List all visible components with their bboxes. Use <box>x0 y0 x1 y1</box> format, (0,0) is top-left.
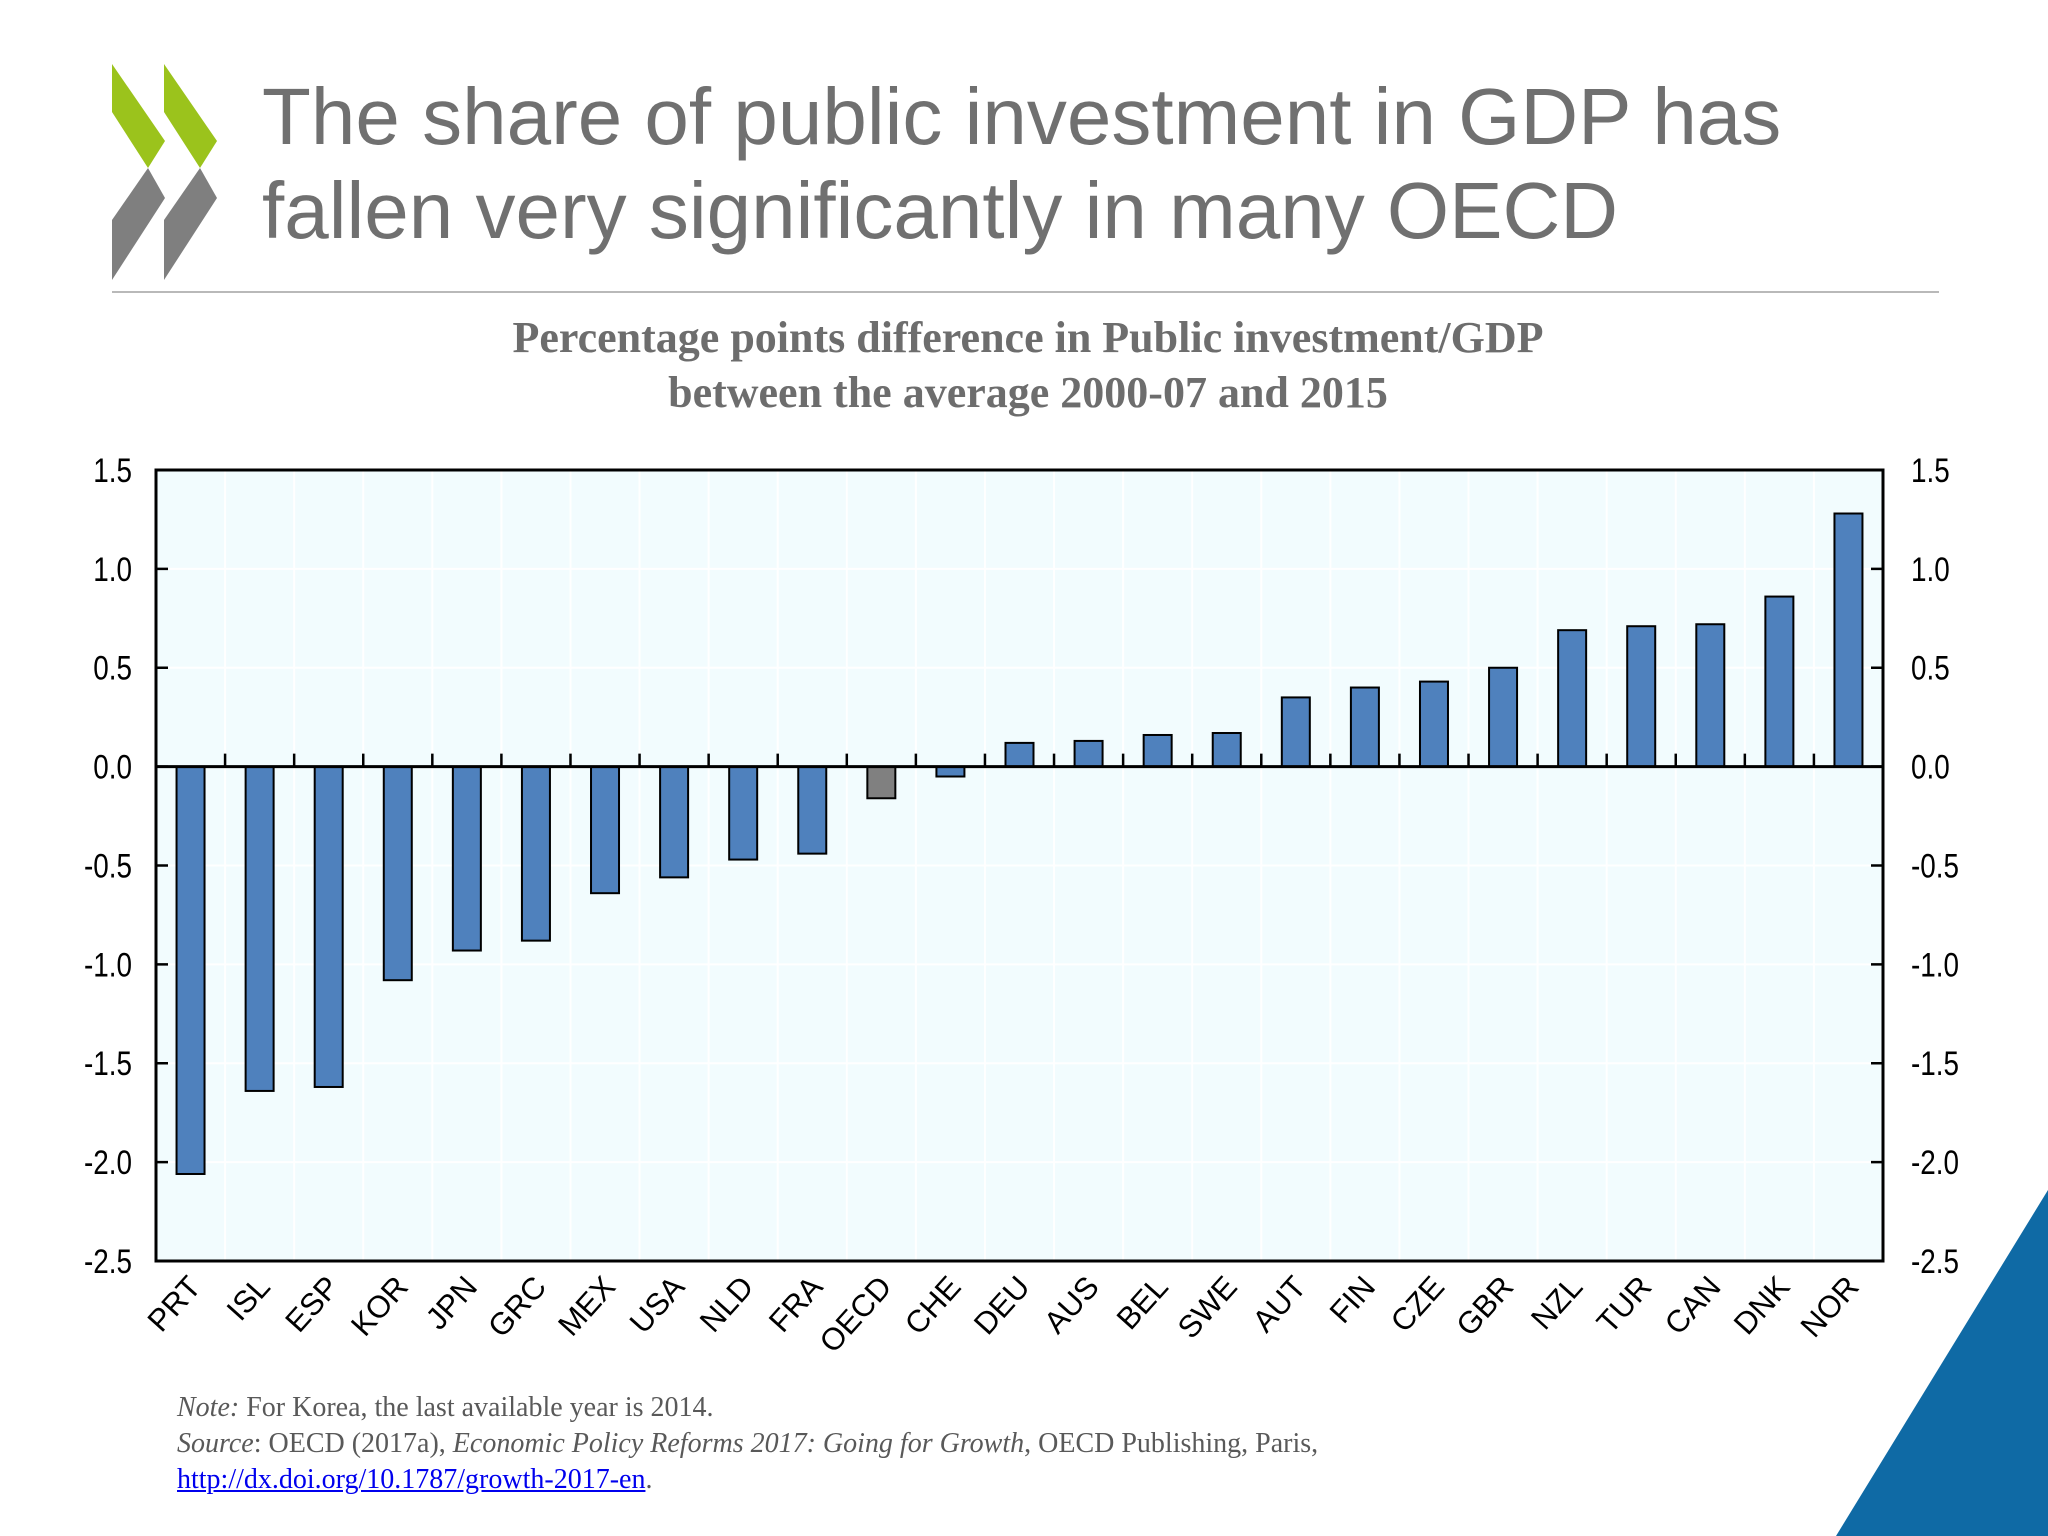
y-tick-label-left: 1.0 <box>93 550 132 588</box>
link-line: http://dx.doi.org/10.1787/growth-2017-en… <box>177 1462 1877 1498</box>
slide-title: The share of public investment in GDP ha… <box>262 70 1962 258</box>
category-label-aut: AUT <box>1246 1269 1314 1339</box>
bar-cze <box>1418 680 1449 768</box>
bar-fin <box>1349 686 1380 768</box>
category-label-che: CHE <box>898 1269 968 1341</box>
source-pre: : OECD (2017a), <box>253 1428 453 1459</box>
slide-title-line-2: fallen very significantly in many OECD <box>262 166 1619 255</box>
category-label-nzl: NZL <box>1524 1269 1589 1336</box>
y-tick-label-right: -2.0 <box>1911 1144 1959 1182</box>
bar-dnk <box>1764 595 1795 768</box>
y-tick-label-right: -2.5 <box>1911 1242 1959 1280</box>
source-label: Source <box>177 1428 254 1459</box>
category-label-can: CAN <box>1658 1269 1728 1341</box>
bar-tur <box>1626 625 1657 768</box>
category-label-deu: DEU <box>967 1269 1037 1341</box>
title-divider <box>112 291 1939 293</box>
y-tick-label-right: 1.0 <box>1911 550 1950 588</box>
bar-deu <box>1004 741 1035 768</box>
bar-esp <box>313 765 344 1088</box>
bar-nzl <box>1557 629 1588 768</box>
category-label-usa: USA <box>623 1269 692 1340</box>
category-label-swe: SWE <box>1171 1269 1244 1345</box>
y-tick-label-left: -1.0 <box>84 946 132 984</box>
note-text: For Korea, the last available year is 20… <box>239 1392 714 1423</box>
bar-usa <box>659 765 690 879</box>
bar-isl <box>244 765 275 1092</box>
bar-chart: 1.5 1.5 1.0 1.0 0.5 0.5 0.0 0.0 -0.5 -0.5 -1.0 -1.0… <box>84 451 1959 1359</box>
bar-kor <box>382 765 413 982</box>
category-label-isl: ISL <box>220 1269 277 1327</box>
y-tick-label-right: 0.5 <box>1911 649 1950 687</box>
bar-jpn <box>451 765 482 952</box>
y-tick-label-right: 0.0 <box>1911 748 1950 786</box>
note-line: Note: For Korea, the last available year… <box>177 1390 1877 1426</box>
chart-title-line-1: Percentage points difference in Public i… <box>512 313 1544 362</box>
slide-title-line-1: The share of public investment in GDP ha… <box>262 72 1782 161</box>
bar-fra <box>797 765 828 855</box>
bar-prt <box>175 765 206 1175</box>
y-tick-label-right: -1.0 <box>1911 946 1959 984</box>
category-label-fin: FIN <box>1323 1269 1382 1330</box>
category-label-nor: NOR <box>1794 1269 1866 1344</box>
y-tick-label-left: -2.0 <box>84 1144 132 1182</box>
y-tick-label-left: 0.5 <box>93 649 132 687</box>
y-tick-label-right: -0.5 <box>1911 847 1959 885</box>
y-tick-label-left: -1.5 <box>84 1045 132 1083</box>
bar-mex <box>590 765 621 895</box>
category-label-kor: KOR <box>344 1269 415 1342</box>
category-label-esp: ESP <box>278 1269 346 1339</box>
bar-grc <box>520 765 551 942</box>
bar-nor <box>1833 512 1864 768</box>
bar-can <box>1695 623 1726 768</box>
category-label-prt: PRT <box>141 1269 208 1338</box>
y-tick-label-right: 1.5 <box>1911 451 1950 489</box>
category-label-gbr: GBR <box>1449 1269 1520 1342</box>
oecd-logo <box>112 64 217 280</box>
bar-nld <box>728 765 759 861</box>
category-label-nld: NLD <box>693 1269 761 1339</box>
category-label-cze: CZE <box>1384 1269 1451 1338</box>
category-label-mex: MEX <box>551 1269 622 1343</box>
y-tick-label-left: -0.5 <box>84 847 132 885</box>
oecd-chevrons-icon <box>112 64 217 280</box>
note-label: Note: <box>177 1392 240 1423</box>
source-line: Source: OECD (2017a), Economic Policy Re… <box>177 1426 1877 1462</box>
y-tick-label-left: -2.5 <box>84 1242 132 1280</box>
bar-aus <box>1073 739 1104 768</box>
y-tick-label-left: 1.5 <box>93 451 132 489</box>
source-title: Economic Policy Reforms 2017: Going for … <box>452 1428 1025 1459</box>
category-label-aus: AUS <box>1037 1269 1106 1340</box>
bar-swe <box>1211 732 1242 768</box>
chart-footnote: Note: For Korea, the last available year… <box>177 1390 1877 1498</box>
category-label-tur: TUR <box>1590 1269 1659 1340</box>
y-tick-label-left: 0.0 <box>93 748 132 786</box>
bar-gbr <box>1488 666 1519 768</box>
category-label-bel: BEL <box>1110 1269 1175 1336</box>
category-label-oecd: OECD <box>813 1269 899 1359</box>
y-tick-label-right: -1.5 <box>1911 1045 1959 1083</box>
bar-aut <box>1280 696 1311 768</box>
bar-oecd <box>866 765 897 800</box>
source-link[interactable]: http://dx.doi.org/10.1787/growth-2017-en <box>177 1464 646 1495</box>
bar-bel <box>1142 733 1173 768</box>
source-post: , OECD Publishing, Paris, <box>1024 1428 1319 1459</box>
chart-title: Percentage points difference in Public i… <box>112 310 1944 420</box>
chart-title-line-2: between the average 2000-07 and 2015 <box>668 368 1388 417</box>
category-label-dnk: DNK <box>1727 1269 1797 1341</box>
category-label-jpn: JPN <box>419 1269 484 1336</box>
category-label-grc: GRC <box>481 1269 553 1344</box>
link-suffix: . <box>645 1464 653 1495</box>
